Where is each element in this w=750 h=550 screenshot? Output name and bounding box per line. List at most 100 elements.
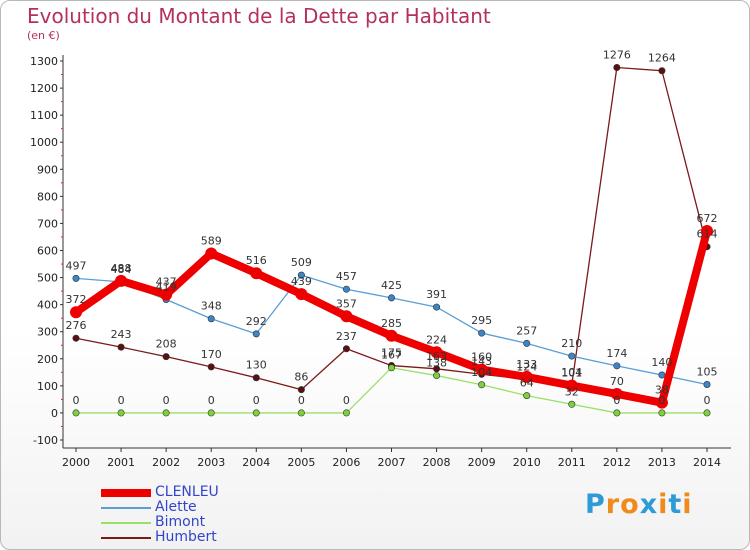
data-point-humbert [297, 386, 305, 394]
y-tick-label: 200 [37, 353, 58, 366]
y-tick-label: 400 [37, 299, 58, 312]
legend-label-bimont: Bimont [155, 514, 206, 530]
data-point-bimont [342, 409, 350, 417]
series-layer [70, 63, 713, 417]
data-label-humbert: 130 [246, 359, 267, 372]
y-tick-label: 900 [37, 163, 58, 176]
data-point-alette [72, 274, 80, 282]
data-label-bimont: 0 [253, 394, 260, 407]
data-label-bimont: 104 [471, 366, 492, 379]
data-label-clenleu: 439 [291, 275, 312, 288]
data-point-humbert [207, 363, 215, 371]
data-point-alette [658, 371, 666, 379]
logo-letter: i [658, 489, 669, 520]
data-point-humbert [613, 63, 621, 71]
chart-subtitle: (en €) [27, 29, 60, 42]
data-label-clenleu: 672 [697, 212, 718, 225]
x-tick-label: 2005 [287, 456, 315, 469]
data-label-clenleu: 488 [111, 262, 132, 275]
data-label-humbert: 614 [697, 228, 718, 241]
x-tick-label: 2004 [242, 456, 270, 469]
x-tick-label: 2000 [62, 456, 90, 469]
data-point-alette [297, 271, 305, 279]
data-point-humbert [117, 343, 125, 351]
data-label-alette: 174 [606, 347, 627, 360]
data-label-bimont: 0 [118, 394, 125, 407]
data-label-clenleu: 160 [471, 351, 492, 364]
data-point-humbert [433, 365, 441, 373]
data-label-clenleu: 70 [610, 375, 624, 388]
data-point-bimont [568, 400, 576, 408]
data-label-clenleu: 133 [516, 358, 537, 371]
data-label-humbert: 237 [336, 330, 357, 343]
data-point-alette [433, 303, 441, 311]
data-label-bimont: 32 [565, 385, 579, 398]
data-label-humbert: 104 [561, 366, 582, 379]
data-label-bimont: 0 [704, 394, 711, 407]
data-label-humbert: 208 [156, 338, 177, 351]
data-label-alette: 497 [66, 259, 87, 272]
data-point-humbert [162, 353, 170, 361]
chart-title: Evolution du Montant de la Dette par Hab… [27, 4, 491, 28]
data-point-clenleu [295, 288, 308, 301]
data-label-alette: 210 [561, 337, 582, 350]
data-point-clenleu [160, 288, 173, 301]
logo-letter: P [585, 489, 606, 520]
data-label-clenleu: 38 [655, 384, 669, 397]
x-tick-label: 2011 [558, 456, 586, 469]
data-label-bimont: 64 [520, 377, 534, 390]
data-point-clenleu [701, 225, 713, 238]
logo-letter: r [605, 489, 621, 520]
data-point-bimont [613, 409, 621, 417]
data-label-alette: 509 [291, 256, 312, 269]
y-tick-label: 300 [37, 326, 58, 339]
data-label-humbert: 243 [111, 328, 132, 341]
logo-letter: o [620, 489, 640, 520]
x-tick-label: 2003 [197, 456, 225, 469]
data-point-alette [478, 329, 486, 337]
data-point-clenleu [250, 267, 263, 280]
logo-letter: x [639, 489, 659, 520]
y-tick-label: 700 [37, 217, 58, 230]
data-label-alette: 425 [381, 279, 402, 292]
legend-label-humbert: Humbert [155, 529, 217, 545]
data-label-humbert: 163 [426, 350, 447, 363]
data-point-humbert [658, 67, 666, 75]
chart-axes: -100010020030040050060070080090010001100… [30, 55, 731, 469]
data-label-bimont: 0 [658, 394, 665, 407]
data-point-humbert [72, 334, 80, 342]
data-point-humbert [342, 345, 350, 353]
data-label-humbert: 86 [294, 371, 308, 384]
data-label-bimont: 0 [343, 394, 350, 407]
data-label-clenleu: 101 [561, 367, 582, 380]
y-tick-label: 800 [37, 190, 58, 203]
data-label-layer: 276 243 208 170 130 86 237 175 163 143 124 104 1276 1… [66, 48, 718, 406]
legend-swatch-bimont [101, 522, 151, 524]
y-tick-label: 0 [51, 407, 58, 420]
data-point-alette [613, 362, 621, 370]
data-point-bimont [207, 409, 215, 417]
y-tick-label: 1000 [30, 136, 58, 149]
data-point-alette [342, 285, 350, 293]
y-tick-label: 1200 [30, 82, 58, 95]
data-label-clenleu: 372 [66, 293, 87, 306]
data-label-clenleu: 357 [336, 297, 357, 310]
data-label-clenleu: 437 [156, 276, 177, 289]
data-label-humbert: 1276 [603, 48, 631, 61]
x-tick-label: 2014 [693, 456, 721, 469]
data-label-alette: 348 [201, 300, 222, 313]
data-point-clenleu [70, 306, 82, 319]
data-point-bimont [433, 372, 441, 380]
y-tick-label: 500 [37, 272, 58, 285]
data-point-bimont [162, 409, 170, 417]
data-point-bimont [523, 392, 531, 400]
x-tick-label: 2007 [378, 456, 406, 469]
data-point-bimont [252, 409, 260, 417]
legend-swatch-clenleu [101, 489, 151, 497]
data-point-bimont [478, 381, 486, 389]
data-point-clenleu [205, 247, 218, 260]
legend-swatch-humbert [101, 537, 151, 539]
data-point-clenleu [565, 379, 578, 392]
data-point-bimont [703, 409, 711, 417]
